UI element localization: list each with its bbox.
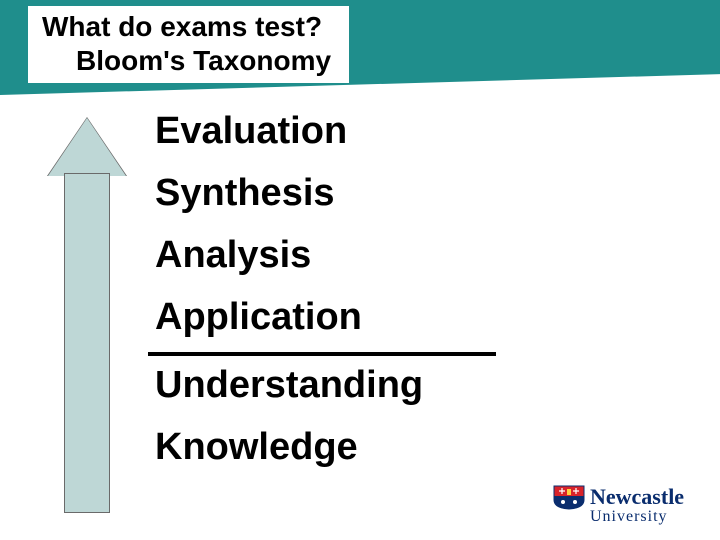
level-application: Application [155,298,423,336]
title-line-2: Bloom's Taxonomy [42,44,331,78]
title-line-1: What do exams test? [42,10,331,44]
logo-subtext: University [552,508,702,526]
taxonomy-levels: Evaluation Synthesis Analysis Applicatio… [155,112,423,490]
level-knowledge: Knowledge [155,428,423,466]
logo-top-row: Newcastle [552,484,702,510]
level-evaluation: Evaluation [155,112,423,150]
upward-arrow [48,118,126,513]
level-understanding: Understanding [155,366,423,404]
crest-icon [552,484,586,510]
level-synthesis: Synthesis [155,174,423,212]
level-analysis: Analysis [155,236,423,274]
slide-title-box: What do exams test? Bloom's Taxonomy [28,6,349,83]
arrow-head [48,118,126,176]
arrow-shaft [64,173,110,513]
taxonomy-divider [148,352,496,356]
logo-wordmark: Newcastle [590,484,684,510]
university-logo: Newcastle University [552,484,702,526]
